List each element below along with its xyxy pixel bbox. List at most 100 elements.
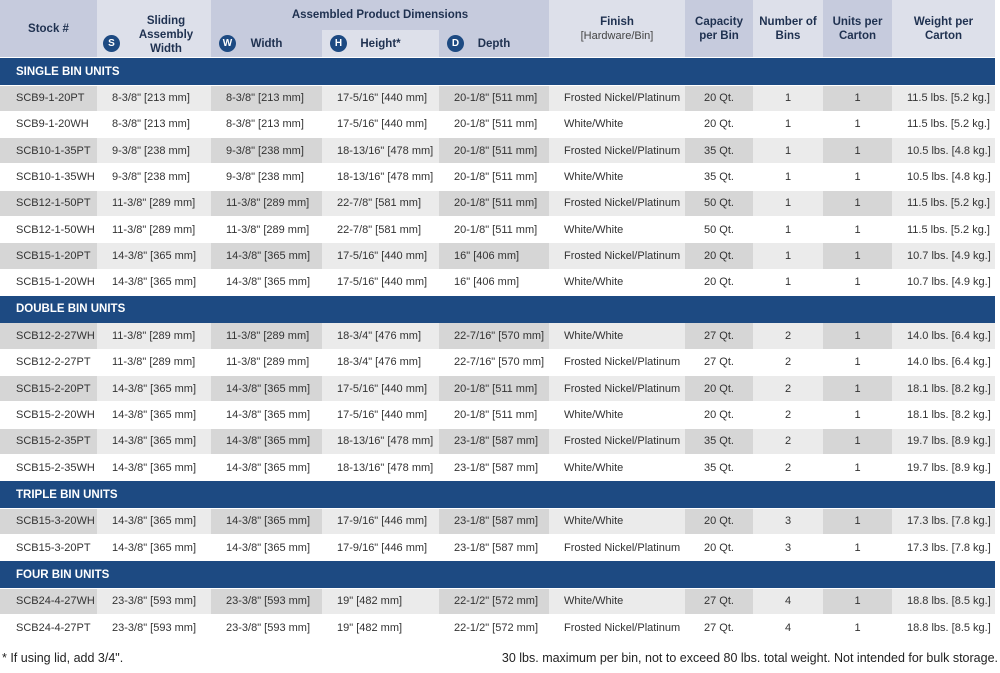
section-header: SINGLE BIN UNITS (0, 58, 995, 85)
cell: 17-5/16" [440 mm] (322, 85, 439, 112)
cell: White/White (549, 111, 685, 139)
cell: 11-3/8" [289 mm] (211, 349, 322, 376)
section-header: DOUBLE BIN UNITS (0, 295, 995, 323)
cell: Frosted Nickel/Platinum (549, 535, 685, 562)
cell: SCB15-1-20WH (0, 269, 97, 296)
cell: 9-3/8" [238 mm] (211, 138, 322, 165)
cell: 20 Qt. (685, 243, 753, 270)
cell: Frosted Nickel/Platinum (549, 138, 685, 165)
cell: 20-1/8" [511 mm] (439, 217, 549, 244)
cell: 35 Qt. (685, 164, 753, 191)
cell: SCB10-1-35WH (0, 164, 97, 191)
cell: 18-13/16" [478 mm] (322, 428, 439, 455)
cell: 23-1/8" [587 mm] (439, 454, 549, 482)
cell: 20-1/8" [511 mm] (439, 111, 549, 139)
cell: SCB10-1-35PT (0, 138, 97, 165)
cell: 11-3/8" [289 mm] (211, 217, 322, 244)
cell: 11-3/8" [289 mm] (97, 323, 211, 350)
cell: 14-3/8" [365 mm] (97, 508, 211, 535)
cell: 4 (753, 588, 823, 616)
cell: 2 (753, 454, 823, 482)
header-label: Finish (600, 15, 634, 28)
cell: 17-5/16" [440 mm] (322, 376, 439, 403)
cell: Frosted Nickel/Platinum (549, 615, 685, 642)
cell: SCB15-3-20WH (0, 508, 97, 535)
icon: W (219, 35, 236, 52)
header-cell: Sliding Assembly Width S (97, 0, 211, 57)
cell: Frosted Nickel/Platinum (549, 376, 685, 403)
cell: 18.1 lbs. [8.2 kg.] (892, 402, 995, 429)
cell: White/White (549, 323, 685, 350)
cell: 1 (823, 428, 892, 455)
cell: 23-3/8" [593 mm] (211, 615, 322, 642)
cell: 23-1/8" [587 mm] (439, 428, 549, 455)
cell: 8-3/8" [213 mm] (211, 111, 322, 139)
cell: 23-3/8" [593 mm] (97, 588, 211, 616)
cell: 17-9/16" [446 mm] (322, 508, 439, 535)
cell: 35 Qt. (685, 138, 753, 165)
header-cell: Stock # (0, 0, 97, 57)
cell: Frosted Nickel/Platinum (549, 243, 685, 270)
cell: 20 Qt. (685, 535, 753, 562)
header-cell: Weight per Carton (892, 0, 995, 57)
cell: 14-3/8" [365 mm] (97, 243, 211, 270)
cell: 20 Qt. (685, 111, 753, 139)
cell: SCB15-1-20PT (0, 243, 97, 270)
cell: 10.7 lbs. [4.9 kg.] (892, 243, 995, 270)
cell: 2 (753, 402, 823, 429)
cell: Frosted Nickel/Platinum (549, 85, 685, 112)
cell: 19" [482 mm] (322, 588, 439, 616)
cell: 11.5 lbs. [5.2 kg.] (892, 190, 995, 217)
cell: 11.5 lbs. [5.2 kg.] (892, 111, 995, 139)
section-header: TRIPLE BIN UNITS (0, 481, 995, 509)
cell: 1 (823, 138, 892, 165)
icon: S (103, 35, 120, 52)
cell: 17.3 lbs. [7.8 kg.] (892, 508, 995, 535)
cell: 17-5/16" [440 mm] (322, 111, 439, 139)
cell: 9-3/8" [238 mm] (97, 138, 211, 165)
cell: 17.3 lbs. [7.8 kg.] (892, 535, 995, 562)
cell: 19.7 lbs. [8.9 kg.] (892, 454, 995, 482)
cell: SCB9-1-20WH (0, 111, 97, 139)
cell: 11-3/8" [289 mm] (97, 217, 211, 244)
cell: SCB24-4-27PT (0, 615, 97, 642)
cell: 8-3/8" [213 mm] (97, 85, 211, 112)
cell: 1 (753, 138, 823, 165)
cell: 1 (823, 454, 892, 482)
cell: 17-5/16" [440 mm] (322, 269, 439, 296)
cell: 22-1/2" [572 mm] (439, 588, 549, 616)
cell: 2 (753, 323, 823, 350)
group-header: Assembled Product Dimensions (211, 0, 549, 30)
cell: 8-3/8" [213 mm] (97, 111, 211, 139)
cell: 14-3/8" [365 mm] (211, 402, 322, 429)
cell: 1 (823, 615, 892, 642)
cell: 1 (753, 269, 823, 296)
cell: 1 (823, 190, 892, 217)
cell: SCB15-2-20PT (0, 376, 97, 403)
header-cell: Units per Carton (823, 0, 892, 57)
cell: 1 (753, 85, 823, 112)
cell: 35 Qt. (685, 428, 753, 455)
cell: 1 (823, 111, 892, 139)
cell: SCB15-2-35PT (0, 428, 97, 455)
cell: 22-1/2" [572 mm] (439, 615, 549, 642)
cell: SCB24-4-27WH (0, 588, 97, 616)
cell: 14-3/8" [365 mm] (211, 243, 322, 270)
cell: Frosted Nickel/Platinum (549, 190, 685, 217)
header-cell: D Depth (439, 30, 549, 57)
cell: 18.8 lbs. [8.5 kg.] (892, 588, 995, 616)
cell: 18-13/16" [478 mm] (322, 164, 439, 191)
cell: Frosted Nickel/Platinum (549, 428, 685, 455)
cell: 20-1/8" [511 mm] (439, 190, 549, 217)
cell: 20-1/8" [511 mm] (439, 376, 549, 403)
cell: 19.7 lbs. [8.9 kg.] (892, 428, 995, 455)
cell: 22-7/16" [570 mm] (439, 323, 549, 350)
footnote: * If using lid, add 3/4". (2, 651, 124, 665)
cell: 14.0 lbs. [6.4 kg.] (892, 323, 995, 350)
cell: 1 (823, 349, 892, 376)
cell: 1 (753, 217, 823, 244)
cell: 16" [406 mm] (439, 269, 549, 296)
cell: SCB15-3-20PT (0, 535, 97, 562)
cell: 14-3/8" [365 mm] (211, 535, 322, 562)
cell: 23-1/8" [587 mm] (439, 535, 549, 562)
